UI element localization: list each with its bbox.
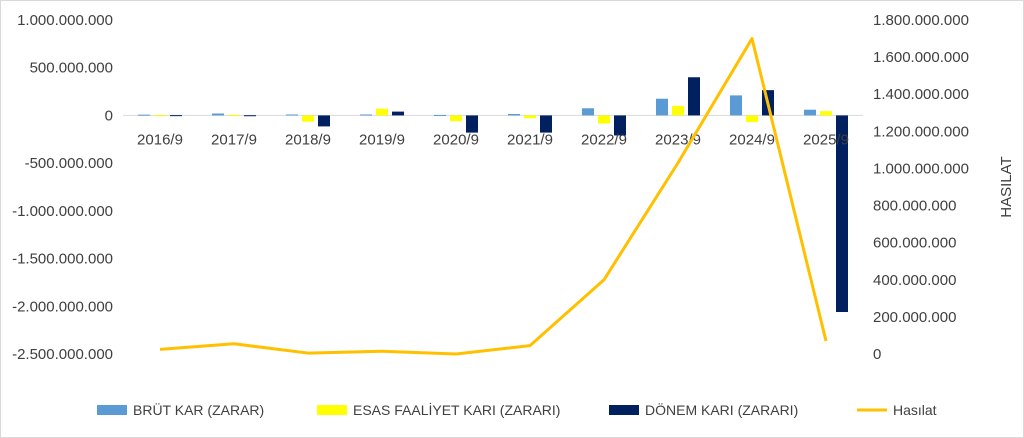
- bar-0-2: [286, 114, 298, 116]
- legend-swatch: [97, 405, 127, 415]
- bar-2-2: [318, 115, 330, 127]
- line-hasilat: [159, 37, 828, 356]
- bar-0-6: [582, 108, 594, 116]
- bar-1-6: [598, 115, 610, 124]
- category-label: 2019/9: [359, 131, 405, 148]
- bar-0-0: [138, 114, 150, 116]
- category-labels: 2016/9 2017/9 2018/9 2019/9 2020/9 2021/9 2022…: [137, 131, 849, 148]
- legend-swatch: [609, 405, 639, 415]
- category-label: 2018/9: [285, 131, 331, 148]
- bar-1-7: [672, 105, 684, 116]
- right-tick-label: 800.000.000: [873, 198, 956, 215]
- legend-label: ESAS FAALİYET KARI (ZARARI): [353, 401, 560, 418]
- left-tick-label: 0: [105, 107, 113, 124]
- bar-2-6: [614, 115, 626, 136]
- right-tick-label: 0: [873, 346, 881, 363]
- bar-1-8: [746, 115, 758, 123]
- left-axis-ticks: 1.000.000.000 500.000.000 0 -500.000.000 -1.…: [12, 12, 113, 363]
- legend-label: BRÜT KAR (ZARAR): [133, 401, 264, 418]
- bar-2-3: [392, 111, 404, 116]
- left-tick-label: -1.000.000.000: [12, 203, 113, 220]
- bar-2-4: [466, 115, 478, 133]
- legend-label: Hasılat: [893, 402, 937, 418]
- right-tick-label: 1.200.000.000: [873, 123, 969, 140]
- bar-1-0: [154, 115, 166, 117]
- right-tick-label: 1.400.000.000: [873, 86, 969, 103]
- bar-2-7: [688, 77, 700, 116]
- bar-0-8: [730, 95, 742, 116]
- left-tick-label: -2.000.000.000: [12, 298, 113, 315]
- legend: BRÜT KAR (ZARAR) ESAS FAALİYET KARI (ZARA…: [97, 401, 937, 418]
- bar-0-1: [212, 113, 224, 116]
- left-tick-label: 1.000.000.000: [17, 12, 113, 29]
- right-tick-label: 1.800.000.000: [873, 12, 969, 29]
- bar-0-7: [656, 98, 668, 116]
- bar-1-3: [376, 108, 388, 116]
- legend-label: DÖNEM KARI (ZARARI): [645, 401, 798, 418]
- bar-2-9: [836, 115, 848, 313]
- bar-2-5: [540, 115, 552, 133]
- left-tick-label: -1.500.000.000: [12, 251, 113, 268]
- line-series: [159, 37, 828, 356]
- left-tick-label: -500.000.000: [25, 155, 113, 172]
- bar-0-3: [360, 114, 372, 116]
- right-tick-label: 400.000.000: [873, 272, 956, 289]
- right-tick-label: 200.000.000: [873, 309, 956, 326]
- category-label: 2024/9: [729, 131, 775, 148]
- bar-0-5: [508, 113, 520, 116]
- legend-swatch: [317, 405, 347, 415]
- category-label: 2016/9: [137, 131, 183, 148]
- bar-2-0: [170, 115, 182, 117]
- right-axis-ticks: 1.800.000.000 1.600.000.000 1.400.000.000 1…: [873, 12, 969, 363]
- category-label: 2017/9: [211, 131, 257, 148]
- left-tick-label: -2.500.000.000: [12, 346, 113, 363]
- bar-1-9: [820, 111, 832, 116]
- bar-1-4: [450, 115, 462, 122]
- bar-series: [138, 77, 848, 313]
- bar-2-1: [244, 115, 256, 117]
- bar-1-2: [302, 115, 314, 122]
- category-label: 2022/9: [581, 131, 627, 148]
- bar-1-5: [524, 115, 536, 119]
- left-tick-label: 500.000.000: [30, 60, 113, 77]
- category-label: 2021/9: [507, 131, 553, 148]
- category-label: 2020/9: [433, 131, 479, 148]
- bar-0-4: [434, 114, 446, 116]
- right-tick-label: 600.000.000: [873, 235, 956, 252]
- right-tick-label: 1.600.000.000: [873, 49, 969, 66]
- bar-1-1: [228, 115, 240, 117]
- right-axis-title: HASILAT: [998, 156, 1015, 217]
- bar-0-9: [804, 109, 816, 116]
- right-tick-label: 1.000.000.000: [873, 160, 969, 177]
- category-label: 2025/9: [803, 131, 849, 148]
